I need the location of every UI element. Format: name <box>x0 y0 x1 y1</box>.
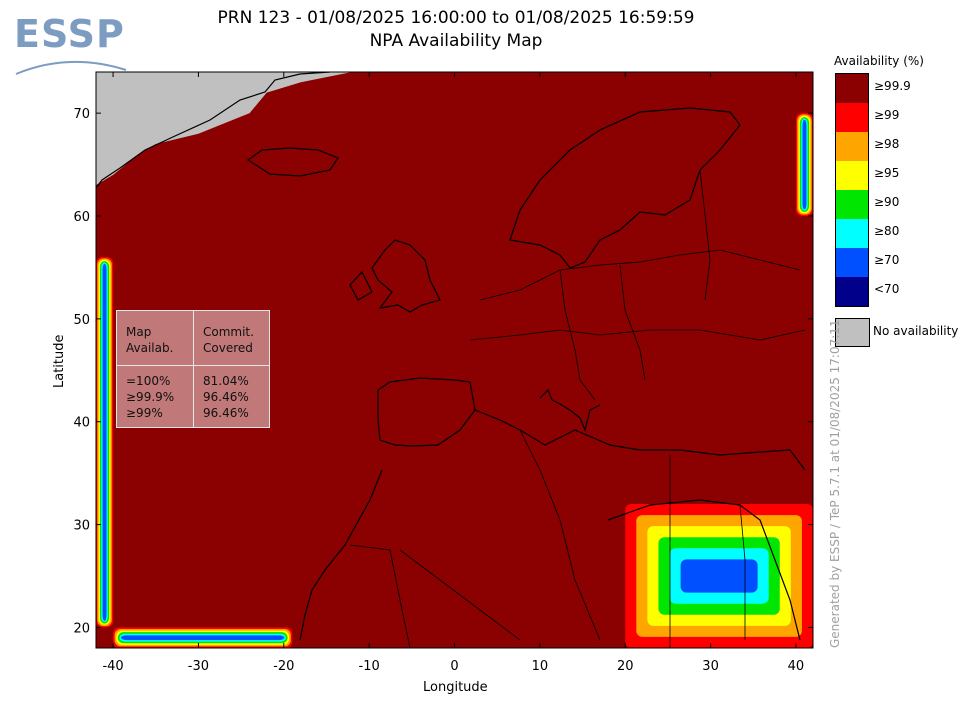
stats-header-commit: Commit. Covered <box>203 325 254 355</box>
stats-availability-levels: =100% ≥99.9% ≥99% <box>126 374 175 420</box>
legend-swatch <box>836 74 868 103</box>
essp-logo: ESSP <box>14 12 134 82</box>
edge-band-layer <box>802 119 807 210</box>
no-availability-label: No availability <box>873 324 959 338</box>
x-tick-label: -10 <box>359 659 380 674</box>
x-tick-label: 20 <box>617 659 634 674</box>
legend-title: Availability (%) <box>834 54 924 68</box>
chart-title: PRN 123 - 01/08/2025 16:00:00 to 01/08/2… <box>217 8 695 28</box>
logo-swoosh <box>15 60 127 75</box>
y-tick-label: 40 <box>73 416 90 431</box>
edge-band-3 <box>795 113 813 216</box>
x-axis-title: Longitude <box>423 680 488 695</box>
legend-swatch <box>836 132 868 161</box>
legend-label: ≥95 <box>874 166 900 180</box>
edge-band-1 <box>113 627 293 648</box>
coverage-stats-table: Map Availab. Commit. Covered =100% ≥99.9… <box>116 310 270 428</box>
y-tick-label: 50 <box>73 313 90 328</box>
x-tick-label: 0 <box>450 659 458 674</box>
generated-by-credit: Generated by ESSP / TeP 5.7.1 at 01/08/2… <box>828 319 842 648</box>
legend-label: ≥98 <box>874 137 900 151</box>
legend-label: ≥99.9 <box>874 79 911 93</box>
legend-label: <70 <box>874 282 900 296</box>
edge-band-layer <box>120 635 285 641</box>
legend-swatch <box>836 277 868 306</box>
legend-swatch <box>836 103 868 132</box>
legend-label: ≥99 <box>874 108 900 122</box>
x-tick-label: 40 <box>788 659 805 674</box>
no-availability-swatch <box>835 318 870 347</box>
stats-covered-values: 81.04% 96.46% 96.46% <box>203 374 249 420</box>
edge-band-layer <box>102 263 107 621</box>
edge-band-2 <box>625 504 813 648</box>
y-axis-title: Latitude <box>52 334 67 388</box>
edge-band-layer <box>680 559 758 593</box>
country-borders <box>349 169 806 648</box>
x-tick-label: 10 <box>532 659 549 674</box>
legend-label: ≥90 <box>874 195 900 209</box>
logo-text: ESSP <box>14 12 125 56</box>
legend-swatch <box>836 219 868 248</box>
no-availability-region <box>96 72 353 186</box>
x-tick-label: -30 <box>188 659 209 674</box>
x-tick-label: -40 <box>102 659 123 674</box>
y-tick-label: 60 <box>73 210 90 225</box>
legend-swatch <box>836 190 868 219</box>
x-tick-label: -20 <box>273 659 294 674</box>
y-tick-label: 20 <box>73 621 90 636</box>
x-tick-label: 30 <box>702 659 719 674</box>
legend-label: ≥80 <box>874 224 900 238</box>
legend: Availability (%) ≥99.9 ≥99 ≥98 ≥95 ≥90 ≥80 ≥70… <box>834 54 960 307</box>
legend-label: ≥70 <box>874 253 900 267</box>
stats-header-map: Map Availab. <box>126 325 174 355</box>
legend-swatch <box>836 161 868 190</box>
y-tick-label: 30 <box>73 519 90 534</box>
y-tick-label: 70 <box>73 107 90 122</box>
legend-color-bar <box>835 73 869 307</box>
edge-band-0 <box>96 257 114 628</box>
chart-subtitle: NPA Availability Map <box>369 31 543 51</box>
legend-swatch <box>836 248 868 277</box>
